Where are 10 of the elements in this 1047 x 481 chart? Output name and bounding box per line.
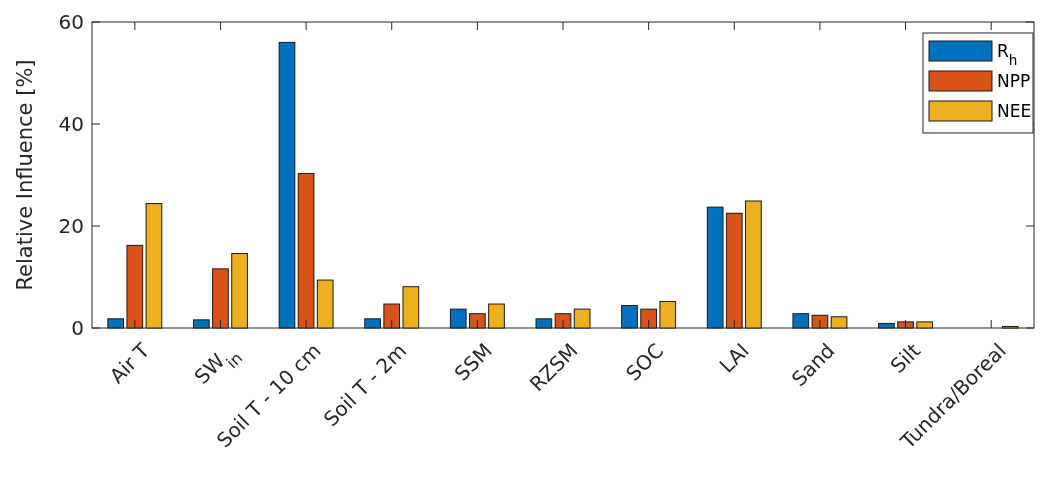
legend-label: R$_{h}$ (997, 40, 1018, 68)
y-tick-label: 40 (58, 112, 84, 136)
y-axis-title: Relative Influence [%] (13, 59, 37, 291)
y-tick-label: 60 (58, 10, 84, 34)
y-tick-label: 20 (58, 214, 84, 238)
x-tick-label: LAI (714, 338, 754, 378)
legend-label: NEE (997, 100, 1032, 121)
legend-label: NPP (997, 70, 1031, 91)
y-tick-label: 0 (71, 316, 84, 340)
x-tick-label: Air T (104, 337, 155, 388)
